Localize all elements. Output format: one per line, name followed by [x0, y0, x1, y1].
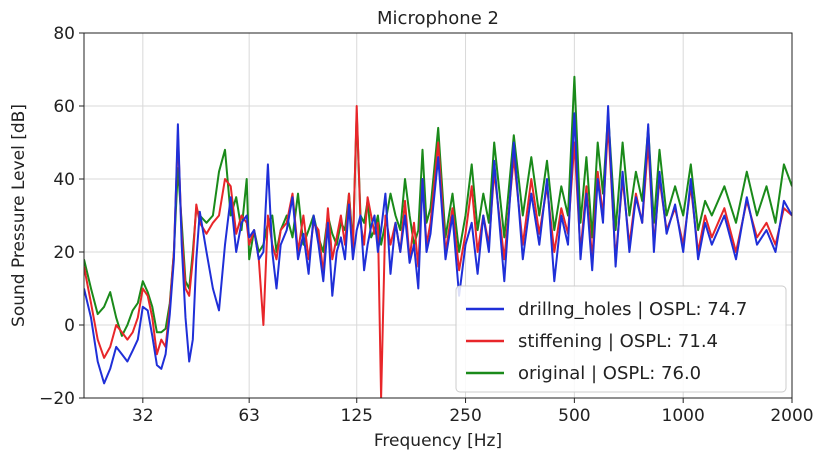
y-tick-label: 60 [53, 97, 75, 117]
x-tick-label: 32 [132, 406, 154, 426]
x-tick-label: 250 [449, 406, 481, 426]
y-axis-label: Sound Pressure Level [dB] [9, 104, 29, 327]
x-tick-label: 63 [238, 406, 260, 426]
x-tick-label: 2000 [770, 406, 813, 426]
y-axis: −20 0 20 40 60 80 [39, 24, 84, 409]
y-tick-label: 80 [53, 24, 75, 44]
series-line-2 [84, 75, 792, 337]
x-tick-label: 500 [558, 406, 590, 426]
legend-label: original | OSPL: 76.0 [518, 363, 701, 384]
legend: drillng_holes | OSPL: 74.7 stiffening | O… [455, 285, 787, 393]
y-tick-label: 40 [53, 170, 75, 190]
legend-label: stiffening | OSPL: 71.4 [518, 331, 718, 352]
x-axis-label: Frequency [Hz] [374, 431, 502, 451]
plot-frame [83, 32, 793, 399]
chart-title: Microphone 2 [377, 8, 499, 29]
y-tick-label: 20 [53, 243, 75, 263]
legend-label: drillng_holes | OSPL: 74.7 [518, 299, 747, 320]
x-tick-label: 1000 [662, 406, 705, 426]
legend-box [455, 285, 787, 393]
x-axis: 32 63 125 250 500 1000 2000 [132, 398, 814, 426]
series-line-0 [84, 105, 792, 385]
y-tick-label: 0 [64, 316, 75, 336]
x-tick-label: 125 [341, 406, 373, 426]
y-tick-label: −20 [39, 389, 75, 409]
plot-area [84, 75, 792, 398]
